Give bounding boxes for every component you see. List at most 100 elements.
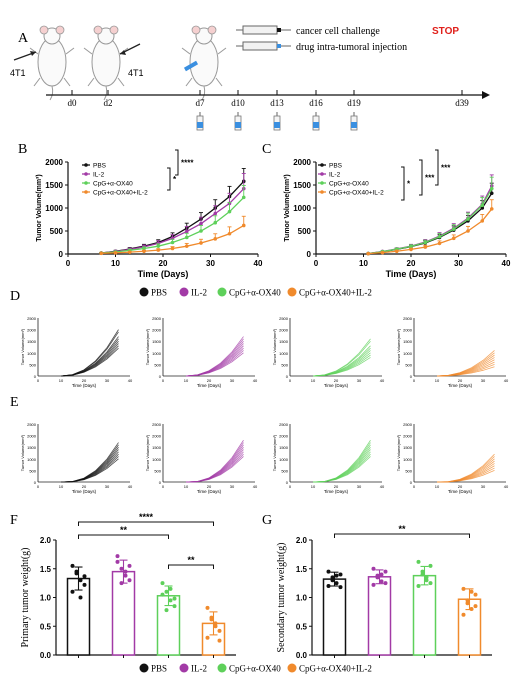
x-axis-label: Time (Days) bbox=[324, 383, 349, 388]
panel-label-c: C bbox=[262, 142, 271, 157]
data-point bbox=[170, 240, 175, 245]
x-axis-label: Time (Days) bbox=[197, 489, 222, 494]
syringe-fill bbox=[235, 122, 241, 128]
y-tick-label: 1500 bbox=[293, 181, 311, 190]
data-point bbox=[416, 584, 421, 588]
syringe-icon bbox=[312, 112, 320, 131]
individual-curve bbox=[312, 456, 371, 483]
y-tick-label: 0 bbox=[286, 374, 289, 379]
y-tick-label: 1500 bbox=[152, 339, 162, 344]
x-tick-label: 0 bbox=[289, 484, 292, 489]
y-tick-label: 0 bbox=[159, 480, 162, 485]
legend-dot bbox=[287, 663, 297, 673]
y-tick-label: 500 bbox=[50, 227, 64, 236]
y-tick-label: 2000 bbox=[45, 158, 63, 167]
x-tick-label: 0 bbox=[289, 378, 292, 383]
individual-curve bbox=[312, 357, 371, 377]
x-tick-label: 20 bbox=[207, 484, 212, 489]
y-axis-label: Tumor Volume(mm³) bbox=[20, 328, 25, 365]
significance-label: ** bbox=[398, 524, 406, 534]
panel-a-schematic: 4T1 4T1 cancer cell challenge STOP drug … bbox=[10, 25, 490, 131]
data-point bbox=[115, 559, 120, 564]
data-point bbox=[184, 235, 189, 240]
data-point bbox=[164, 608, 169, 613]
x-tick-label: 0 bbox=[66, 259, 71, 268]
y-axis-label: Tumor Volume(mm³) bbox=[396, 434, 401, 471]
timeline-label: d7 bbox=[196, 98, 206, 108]
x-tick-label: 20 bbox=[407, 259, 416, 268]
legend-label: IL-2 bbox=[191, 664, 207, 674]
chart-b-tumor-growth: 0 500 1000 1500 2000 0 10 20 30 40 Time (Days) Tumo… bbox=[36, 149, 263, 279]
x-axis-label: Time (Days) bbox=[72, 489, 97, 494]
data-point bbox=[371, 566, 376, 571]
panel-label-g: G bbox=[262, 513, 272, 528]
y-tick-label: 0 bbox=[59, 250, 64, 259]
y-tick-label: 500 bbox=[154, 468, 161, 473]
y-tick-label: 0.5 bbox=[40, 622, 52, 631]
y-tick-label: 2.0 bbox=[40, 536, 52, 545]
data-point bbox=[164, 589, 169, 594]
data-point bbox=[127, 250, 132, 254]
legend-marker bbox=[320, 181, 324, 185]
legend-injection-label: drug intra-tumoral injection bbox=[296, 42, 407, 53]
data-point bbox=[82, 574, 87, 579]
y-tick-label: 1500 bbox=[279, 339, 289, 344]
data-point bbox=[469, 607, 474, 611]
significance-bracket bbox=[168, 564, 214, 569]
arrow-icon bbox=[30, 51, 36, 56]
data-point bbox=[366, 251, 371, 256]
mouse-icon bbox=[29, 25, 75, 101]
syringe-icon bbox=[236, 25, 291, 35]
data-point bbox=[227, 209, 232, 214]
data-point bbox=[466, 217, 470, 221]
arrow-icon bbox=[482, 91, 490, 99]
mouse-icon bbox=[83, 25, 129, 101]
x-axis-label: Time (Days) bbox=[386, 269, 437, 279]
x-axis-label: Time (Days) bbox=[324, 489, 349, 494]
arrow-icon bbox=[120, 50, 126, 55]
x-tick-label: 10 bbox=[435, 484, 440, 489]
x-tick-label: 30 bbox=[454, 259, 463, 268]
x-tick-label: 10 bbox=[59, 484, 64, 489]
data-point bbox=[119, 566, 124, 571]
small-chart: 0 500 1000 1500 2000 2500 0 10 20 30 40 Time (Days)… bbox=[145, 422, 258, 494]
x-tick-label: 20 bbox=[334, 484, 339, 489]
data-point bbox=[123, 573, 128, 578]
data-point bbox=[113, 251, 118, 255]
data-point bbox=[423, 240, 428, 245]
mouse-label: 4T1 bbox=[10, 68, 26, 78]
x-axis-label: Time (Days) bbox=[72, 383, 97, 388]
x-tick-label: 0 bbox=[413, 484, 416, 489]
small-chart: 0 500 1000 1500 2000 2500 0 10 20 30 40 Time (Days)… bbox=[145, 316, 258, 388]
individual-curve bbox=[436, 470, 495, 483]
data-point bbox=[428, 563, 433, 568]
data-point bbox=[326, 569, 331, 574]
y-tick-label: 1500 bbox=[45, 181, 63, 190]
syringe-fill bbox=[313, 122, 319, 128]
data-point bbox=[466, 229, 470, 233]
y-tick-label: 0 bbox=[410, 480, 413, 485]
mouse-label: 4T1 bbox=[128, 68, 144, 78]
data-point bbox=[184, 229, 189, 234]
data-point bbox=[172, 596, 177, 601]
x-tick-label: 30 bbox=[230, 484, 235, 489]
x-tick-label: 30 bbox=[105, 378, 110, 383]
data-point bbox=[99, 251, 104, 256]
individual-curve bbox=[60, 458, 119, 483]
legend-label: IL-2 bbox=[93, 172, 105, 179]
individual-curve bbox=[60, 345, 119, 377]
legend-marker bbox=[320, 163, 324, 167]
data-point bbox=[461, 586, 466, 591]
y-tick-label: 1000 bbox=[45, 204, 63, 213]
y-axis-label: Tumor Volume(mm³) bbox=[396, 328, 401, 365]
individual-curve bbox=[185, 456, 244, 483]
data-point bbox=[160, 581, 165, 586]
bar bbox=[367, 576, 392, 656]
legend-label: CpG+α-OX40 bbox=[229, 664, 281, 674]
y-tick-label: 0.5 bbox=[296, 622, 308, 631]
y-axis-label: Tumor Volume(mm³) bbox=[272, 328, 277, 365]
legend-row-bottom: PBS IL-2 CpG+α-OX40 CpG+α-OX40+IL-2 bbox=[139, 663, 372, 674]
data-point bbox=[409, 247, 413, 252]
series-line bbox=[101, 196, 245, 254]
x-tick-label: 20 bbox=[207, 378, 212, 383]
